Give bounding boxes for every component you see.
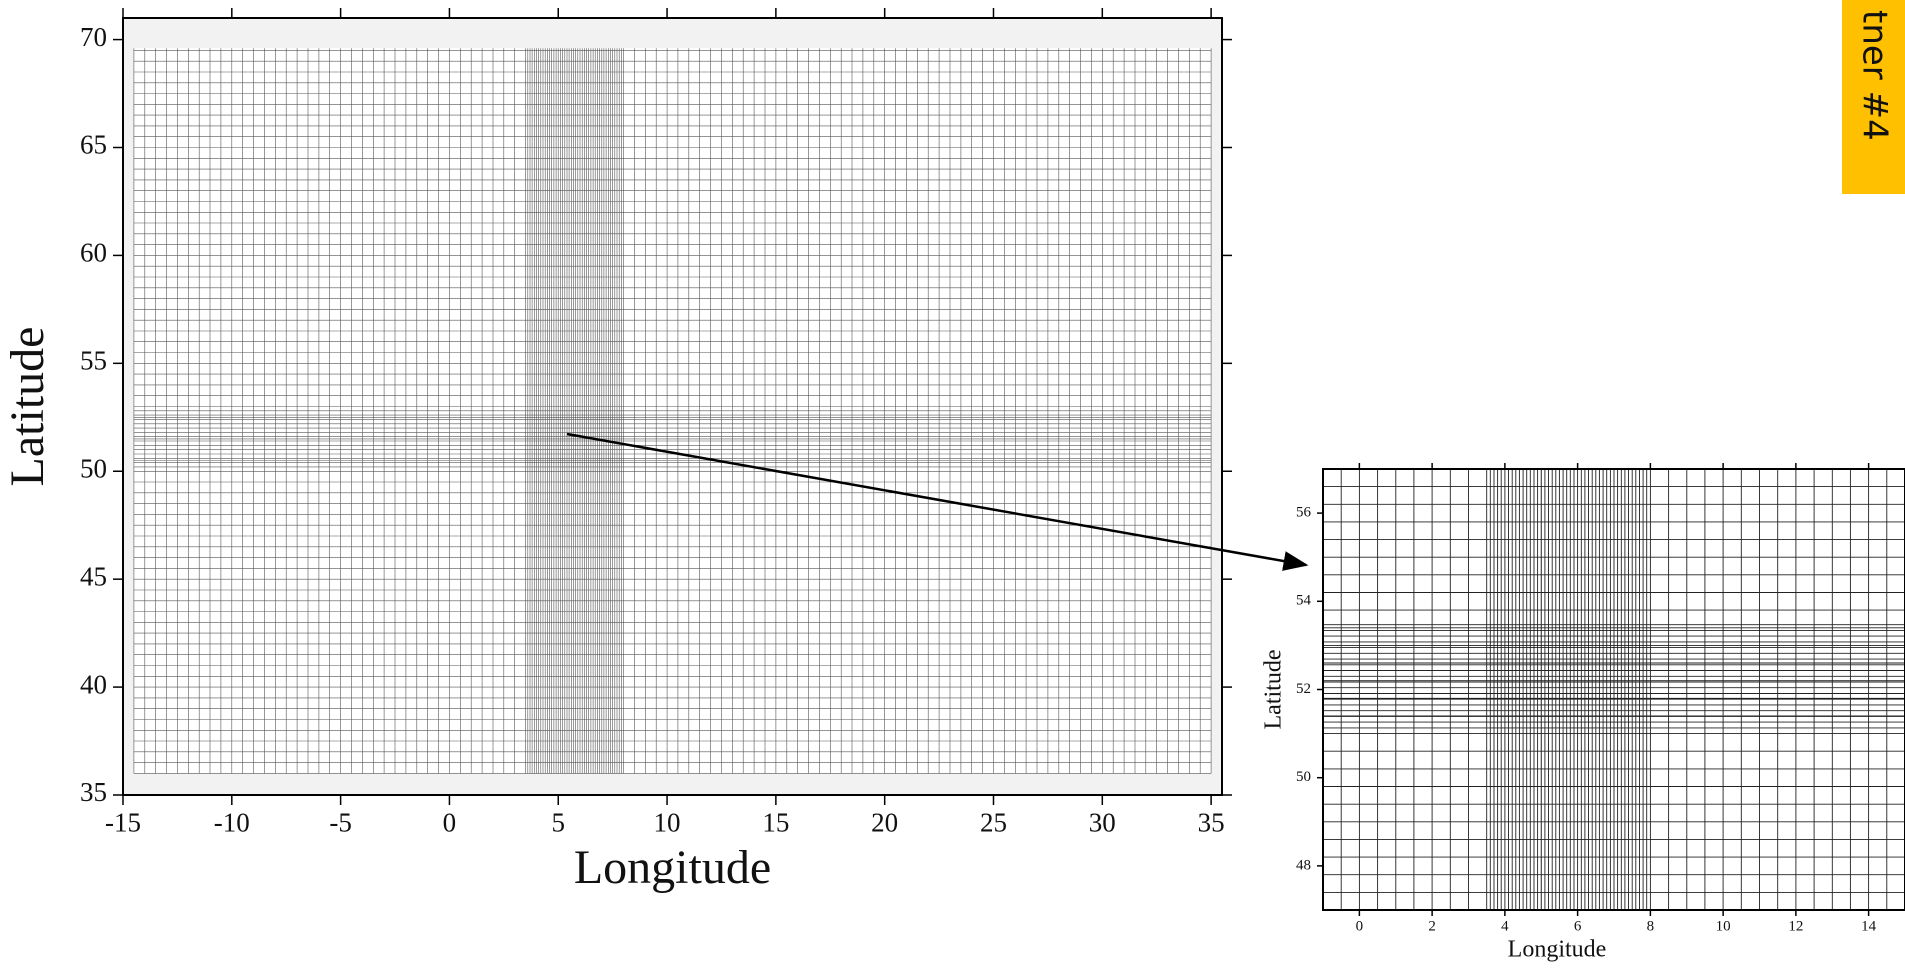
tab-label: tner #4 bbox=[1855, 10, 1895, 141]
x-tick-label: 0 bbox=[443, 807, 457, 837]
mesh bbox=[1323, 469, 1905, 910]
y-axis-label: Latitude bbox=[1261, 650, 1287, 730]
map-panel bbox=[1323, 469, 1905, 910]
zoom-arrow bbox=[566, 432, 1309, 571]
x-tick-label: 10 bbox=[1716, 919, 1731, 935]
x-tick-label: 0 bbox=[1356, 919, 1364, 935]
x-axis-label: Longitude bbox=[574, 841, 771, 894]
y-tick-label: 65 bbox=[80, 130, 107, 160]
y-tick-label: 45 bbox=[80, 561, 107, 591]
y-tick-label: 50 bbox=[80, 453, 107, 483]
y-tick-label: 40 bbox=[80, 669, 107, 699]
x-tick-label: 4 bbox=[1501, 919, 1509, 935]
x-tick-label: 15 bbox=[762, 807, 789, 837]
x-tick-label: 10 bbox=[654, 807, 681, 837]
x-tick-label: 14 bbox=[1861, 919, 1877, 935]
y-tick-label: 54 bbox=[1296, 593, 1312, 609]
x-tick-label: 8 bbox=[1647, 919, 1655, 935]
y-axis-label: Latitude bbox=[1, 327, 54, 487]
map-panel bbox=[123, 18, 1222, 795]
x-tick-label: 20 bbox=[871, 807, 898, 837]
x-tick-label: -15 bbox=[105, 807, 141, 837]
x-tick-label: 5 bbox=[551, 807, 565, 837]
x-tick-label: 35 bbox=[1198, 807, 1225, 837]
x-tick-label: 25 bbox=[980, 807, 1007, 837]
frame bbox=[122, 17, 1223, 796]
y-tick-label: 35 bbox=[80, 777, 107, 807]
x-tick-label: 30 bbox=[1089, 807, 1116, 837]
x-axis-label: Longitude bbox=[1508, 936, 1607, 962]
y-tick-label: 60 bbox=[80, 238, 107, 268]
x-tick-label: 2 bbox=[1428, 919, 1436, 935]
y-tick-label: 70 bbox=[80, 22, 107, 52]
y-tick-label: 56 bbox=[1296, 505, 1312, 521]
mesh bbox=[133, 48, 1212, 774]
y-tick-label: 50 bbox=[1296, 769, 1311, 785]
x-tick-label: 12 bbox=[1788, 919, 1803, 935]
x-tick-label: -5 bbox=[329, 807, 352, 837]
x-tick-label: -10 bbox=[214, 807, 250, 837]
y-tick-label: 52 bbox=[1296, 681, 1311, 697]
y-tick-label: 48 bbox=[1296, 857, 1311, 873]
x-tick-label: 6 bbox=[1574, 919, 1582, 935]
tab bbox=[1842, 0, 1905, 194]
y-tick-label: 55 bbox=[80, 346, 107, 376]
